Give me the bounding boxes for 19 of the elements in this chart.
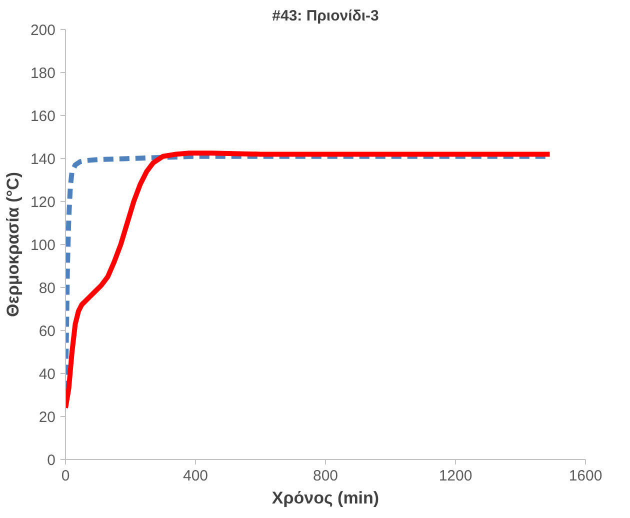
- y-tick-label: 120: [30, 194, 56, 211]
- y-tick-label: 0: [47, 452, 56, 469]
- y-axis-title: Θερμοκρασία (°C): [3, 172, 22, 317]
- y-tick-label: 160: [30, 108, 56, 125]
- y-tick-label: 140: [30, 151, 56, 168]
- y-tick-label: 200: [30, 22, 56, 39]
- y-tick-label: 100: [30, 237, 56, 254]
- y-tick-label: 80: [38, 280, 56, 297]
- x-tick-label: 0: [61, 468, 70, 484]
- x-tick-label: 400: [182, 468, 208, 484]
- x-tick-label: 1600: [568, 468, 602, 484]
- y-tick-label: 60: [38, 323, 56, 340]
- y-tick-label: 180: [30, 65, 56, 82]
- y-tick-label: 20: [38, 409, 56, 426]
- y-tick-label: 40: [38, 366, 56, 383]
- x-tick-label: 1200: [438, 468, 472, 484]
- x-tick-label: 800: [312, 468, 338, 484]
- x-axis-title: Χρόνος (min): [272, 488, 380, 508]
- chart-title: #43: Πριονίδι-3: [272, 8, 379, 24]
